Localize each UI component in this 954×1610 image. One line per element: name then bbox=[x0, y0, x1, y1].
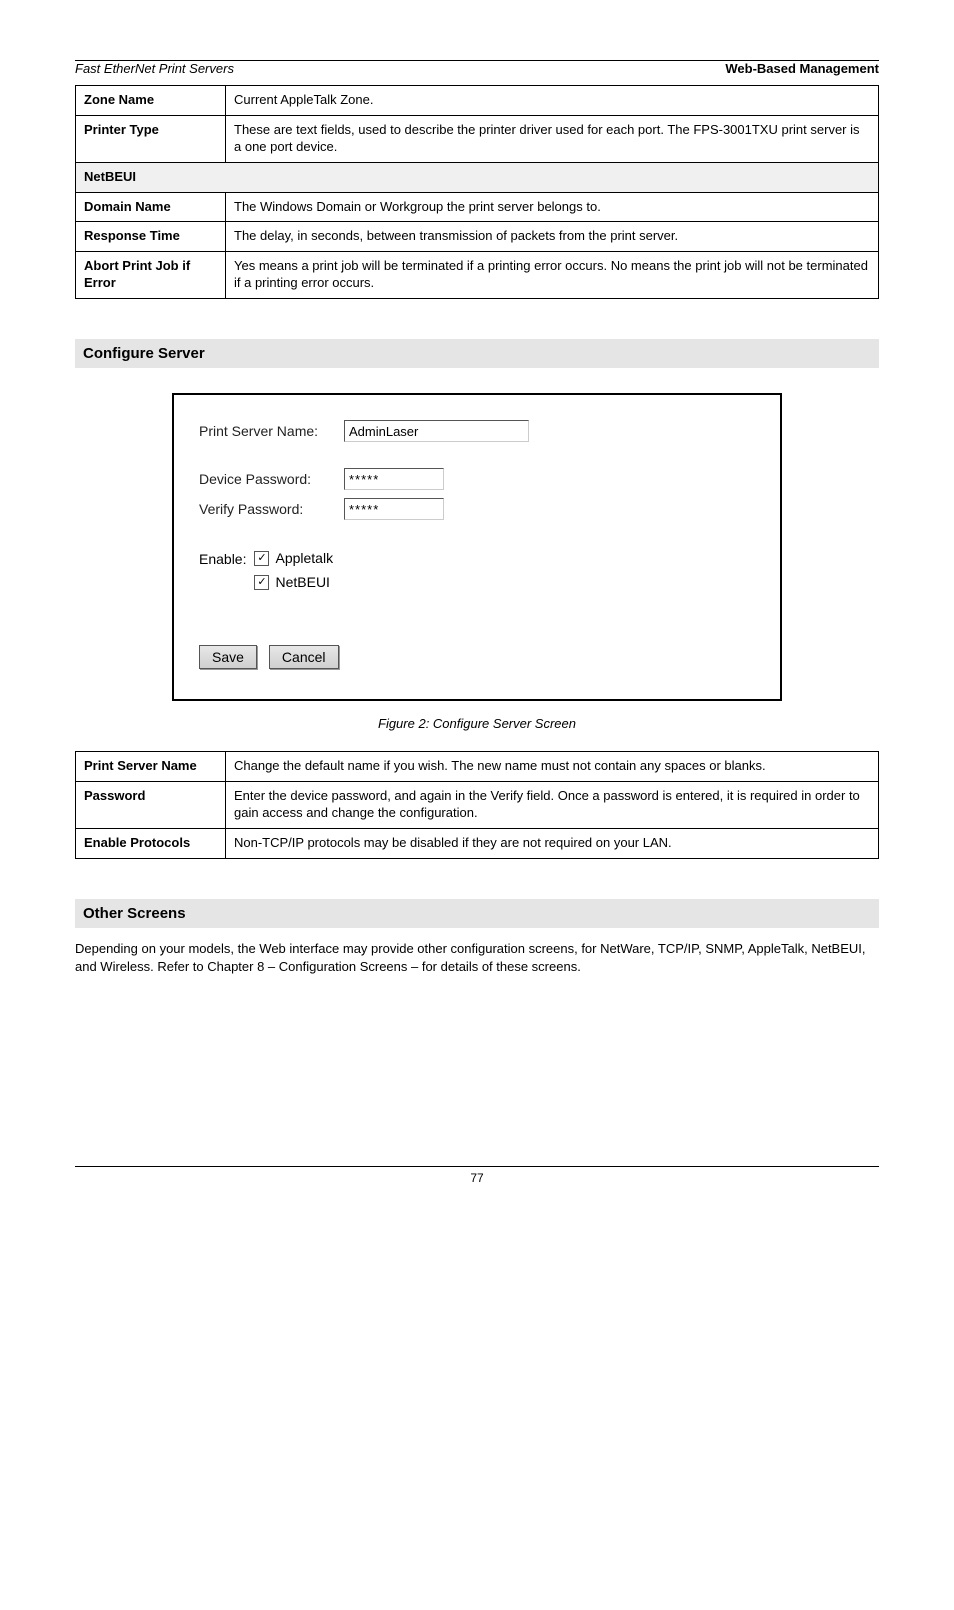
row-value: Change the default name if you wish. The… bbox=[226, 752, 879, 782]
section-header-label: NetBEUI bbox=[76, 162, 879, 192]
verify-password-input[interactable] bbox=[344, 498, 444, 520]
device-password-input[interactable] bbox=[344, 468, 444, 490]
device-password-row: Device Password: bbox=[199, 468, 755, 490]
verify-password-label: Verify Password: bbox=[199, 501, 344, 517]
row-label: Print Server Name bbox=[76, 752, 226, 782]
netbeui-checkbox-row: ✓ NetBEUI bbox=[254, 574, 333, 590]
cancel-button[interactable]: Cancel bbox=[269, 645, 339, 669]
verify-password-row: Verify Password: bbox=[199, 498, 755, 520]
row-value: The Windows Domain or Workgroup the prin… bbox=[226, 192, 879, 222]
table-row: Response Time The delay, in seconds, bet… bbox=[76, 222, 879, 252]
section-title-other-screens: Other Screens bbox=[75, 899, 879, 928]
footer-rule: 77 bbox=[75, 1166, 879, 1185]
row-label: Enable Protocols bbox=[76, 828, 226, 858]
enable-label: Enable: bbox=[199, 550, 246, 590]
header-left: Fast EtherNet Print Servers bbox=[75, 61, 234, 76]
save-button[interactable]: Save bbox=[199, 645, 257, 669]
table-row: Abort Print Job if Error Yes means a pri… bbox=[76, 252, 879, 299]
row-label: Abort Print Job if Error bbox=[76, 252, 226, 299]
table-row: Password Enter the device password, and … bbox=[76, 782, 879, 829]
figure-caption: Figure 2: Configure Server Screen bbox=[75, 716, 879, 731]
netbeui-label: NetBEUI bbox=[275, 574, 329, 590]
enable-protocols: Enable: ✓ Appletalk ✓ NetBEUI bbox=[199, 550, 755, 590]
button-row: Save Cancel bbox=[199, 645, 755, 669]
appletalk-label: Appletalk bbox=[275, 550, 333, 566]
header-right: Web-Based Management bbox=[725, 61, 879, 76]
appletalk-checkbox[interactable]: ✓ bbox=[254, 551, 269, 566]
page-header: Fast EtherNet Print Servers Web-Based Ma… bbox=[75, 61, 879, 79]
appletalk-checkbox-row: ✓ Appletalk bbox=[254, 550, 333, 566]
row-label: Printer Type bbox=[76, 115, 226, 162]
other-screens-text: Depending on your models, the Web interf… bbox=[75, 940, 879, 976]
row-label: Response Time bbox=[76, 222, 226, 252]
row-value: Yes means a print job will be terminated… bbox=[226, 252, 879, 299]
table-row: Enable Protocols Non-TCP/IP protocols ma… bbox=[76, 828, 879, 858]
table-section-header: NetBEUI bbox=[76, 162, 879, 192]
server-name-label: Print Server Name: bbox=[199, 423, 344, 439]
row-value: The delay, in seconds, between transmiss… bbox=[226, 222, 879, 252]
configure-server-table: Print Server Name Change the default nam… bbox=[75, 751, 879, 859]
row-value: Current AppleTalk Zone. bbox=[226, 86, 879, 116]
row-value: Non-TCP/IP protocols may be disabled if … bbox=[226, 828, 879, 858]
row-label: Password bbox=[76, 782, 226, 829]
table-row: Domain Name The Windows Domain or Workgr… bbox=[76, 192, 879, 222]
page-number: 77 bbox=[75, 1171, 879, 1185]
section-title-configure-server: Configure Server bbox=[75, 339, 879, 368]
row-value: These are text fields, used to describe … bbox=[226, 115, 879, 162]
configure-server-figure: Print Server Name: Device Password: Veri… bbox=[172, 393, 782, 701]
row-label: Zone Name bbox=[76, 86, 226, 116]
table-row: Print Server Name Change the default nam… bbox=[76, 752, 879, 782]
appletalk-netbeui-table: Zone Name Current AppleTalk Zone. Printe… bbox=[75, 85, 879, 299]
netbeui-checkbox[interactable]: ✓ bbox=[254, 575, 269, 590]
table-row: Printer Type These are text fields, used… bbox=[76, 115, 879, 162]
page: Fast EtherNet Print Servers Web-Based Ma… bbox=[75, 60, 879, 1185]
server-name-row: Print Server Name: bbox=[199, 420, 755, 442]
row-value: Enter the device password, and again in … bbox=[226, 782, 879, 829]
table-row: Zone Name Current AppleTalk Zone. bbox=[76, 86, 879, 116]
server-name-input[interactable] bbox=[344, 420, 529, 442]
row-label: Domain Name bbox=[76, 192, 226, 222]
device-password-label: Device Password: bbox=[199, 471, 344, 487]
